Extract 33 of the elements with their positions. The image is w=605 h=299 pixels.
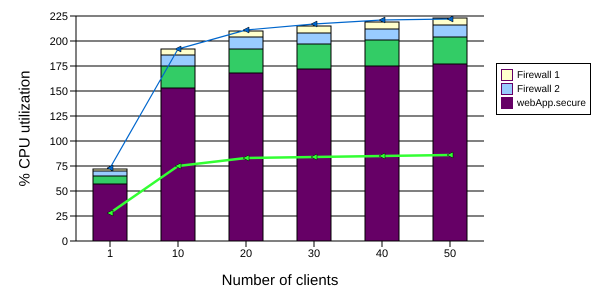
point xyxy=(378,152,386,160)
point xyxy=(310,20,318,28)
y-tick-label: 50 xyxy=(56,186,68,198)
point xyxy=(106,164,114,172)
point xyxy=(174,46,182,52)
x-tick-label: 1 xyxy=(106,248,114,260)
point xyxy=(174,162,182,170)
y-tick-label: 100 xyxy=(50,136,68,148)
x-tick-label: 40 xyxy=(376,248,388,260)
point xyxy=(446,16,454,22)
y-tick-label: 225 xyxy=(50,10,68,23)
x-axis-title: Number of clients xyxy=(222,272,338,289)
y-tick-label: 200 xyxy=(50,36,68,48)
point xyxy=(378,16,386,24)
point xyxy=(310,154,318,160)
legend-label: Firewall 1 xyxy=(517,70,560,80)
x-tick-label: 10 xyxy=(172,248,184,260)
y-tick-label: 0 xyxy=(62,236,68,248)
y-tick-label: 75 xyxy=(56,160,68,173)
legend-label: webApp.secure xyxy=(517,98,586,108)
point xyxy=(242,26,250,34)
y-tick-label: 175 xyxy=(50,60,68,73)
y-tick-label: 150 xyxy=(50,86,68,98)
x-tick-label: 30 xyxy=(308,248,320,260)
y-tick-label: 25 xyxy=(56,210,68,223)
x-tick-label: 50 xyxy=(444,248,456,260)
point xyxy=(106,210,114,216)
legend-label: Firewall 2 xyxy=(517,84,560,94)
point xyxy=(242,154,250,162)
y-tick-label: 125 xyxy=(50,110,68,123)
x-tick-label: 20 xyxy=(240,248,252,260)
y-axis-title: % CPU utilization xyxy=(16,70,34,186)
point xyxy=(446,152,454,158)
